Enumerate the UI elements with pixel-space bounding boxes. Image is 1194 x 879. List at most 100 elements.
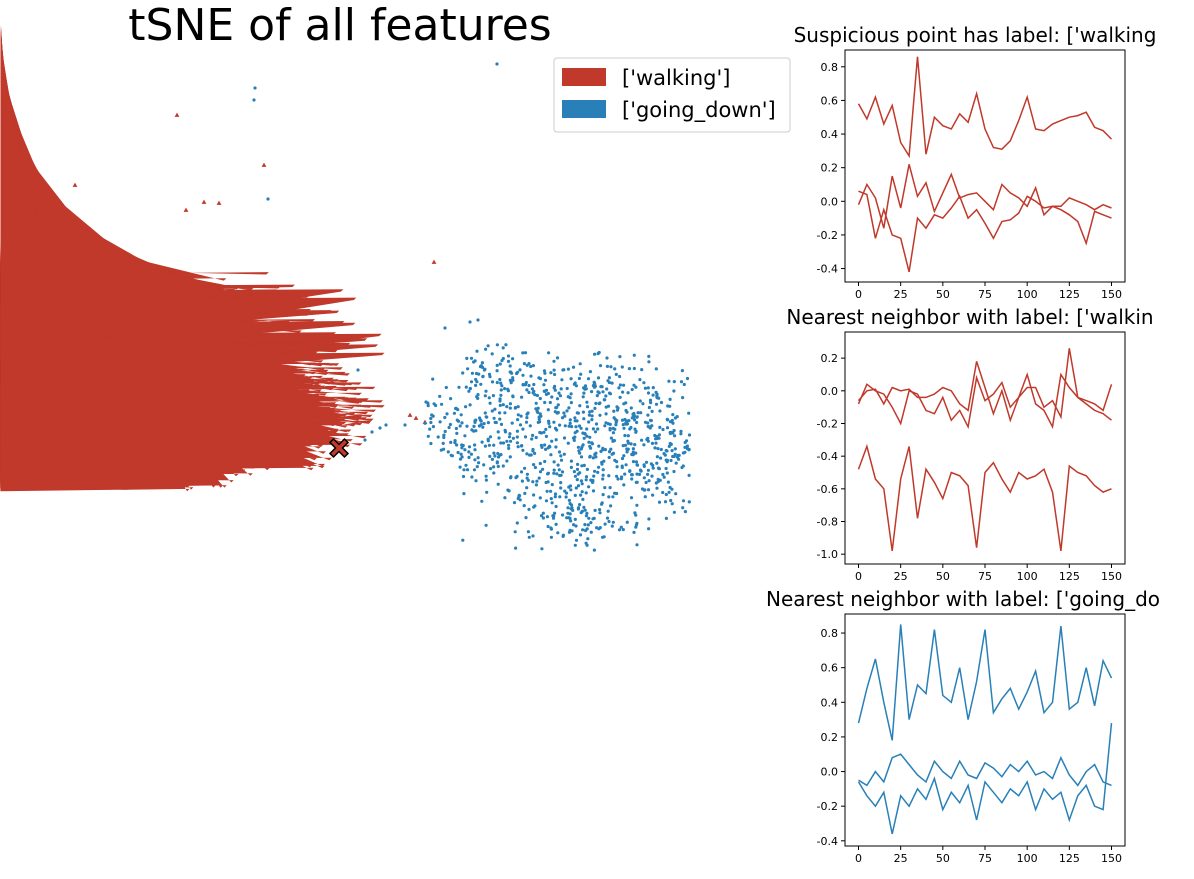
going-down-point xyxy=(571,508,575,512)
going-down-point xyxy=(621,528,625,532)
going-down-point xyxy=(552,420,556,424)
going-down-point xyxy=(642,381,646,385)
going-down-point xyxy=(591,478,595,483)
going-down-point xyxy=(574,538,579,542)
going-down-point xyxy=(679,429,683,433)
going-down-point xyxy=(655,436,659,440)
going-down-point xyxy=(611,520,615,524)
going-down-point xyxy=(647,425,651,429)
going-down-point xyxy=(554,438,558,442)
going-down-point xyxy=(473,443,477,447)
going-down-point xyxy=(498,377,502,382)
going-down-point xyxy=(465,468,470,472)
going-down-point xyxy=(655,455,660,459)
going-down-point xyxy=(583,508,587,512)
going-down-point xyxy=(673,447,677,451)
going-down-point xyxy=(495,343,499,347)
going-down-point xyxy=(618,383,623,387)
going-down-point xyxy=(564,495,568,499)
going-down-point xyxy=(458,465,462,469)
going-down-point xyxy=(646,391,651,395)
going-down-point xyxy=(504,343,508,347)
going-down-point xyxy=(586,377,591,381)
going-down-point xyxy=(430,413,434,417)
going-down-point xyxy=(635,463,640,467)
going-down-point xyxy=(462,468,466,472)
going-down-point xyxy=(569,392,573,396)
going-down-point xyxy=(677,457,681,461)
going-down-point xyxy=(467,455,471,459)
going-down-point xyxy=(670,449,674,453)
y-tick-label: -0.6 xyxy=(817,483,838,496)
going-down-point xyxy=(656,466,661,470)
going-down-point xyxy=(598,508,602,512)
going-down-point xyxy=(538,396,542,401)
going-down-point xyxy=(575,467,580,471)
going-down-point xyxy=(602,535,606,539)
going-down-point xyxy=(555,472,559,476)
going-down-point xyxy=(595,394,599,398)
going-down-point xyxy=(540,445,544,449)
going-down-point xyxy=(438,420,442,424)
x-tick-label: 25 xyxy=(894,288,908,301)
going-down-point xyxy=(516,445,520,449)
going-down-point xyxy=(589,530,593,534)
going-down-point xyxy=(567,498,572,502)
going-down-point xyxy=(486,437,490,441)
going-down-point xyxy=(547,351,551,355)
going-down-point xyxy=(503,430,508,434)
going-down-point xyxy=(618,355,622,359)
going-down-point xyxy=(679,432,683,436)
going-down-point xyxy=(567,485,571,489)
going-down-point xyxy=(511,378,515,382)
going-down-point xyxy=(680,369,685,373)
going-down-point xyxy=(454,406,458,411)
going-down-point xyxy=(495,62,499,66)
going-down-point xyxy=(585,543,589,547)
going-down-point xyxy=(636,411,640,415)
going-down-point xyxy=(584,491,588,495)
going-down-point xyxy=(482,463,486,467)
going-down-point xyxy=(477,461,481,465)
going-down-point xyxy=(577,424,582,428)
going-down-point xyxy=(505,459,509,463)
going-down-point xyxy=(429,441,433,446)
legend-label-walking: ['walking'] xyxy=(622,66,730,90)
going-down-point xyxy=(490,380,495,384)
going-down-point xyxy=(668,397,672,401)
going-down-point xyxy=(646,439,650,443)
going-down-point xyxy=(510,421,514,425)
going-down-point xyxy=(547,419,551,423)
going-down-point xyxy=(503,387,507,391)
going-down-point xyxy=(627,419,631,423)
going-down-point xyxy=(518,368,522,372)
going-down-point xyxy=(493,454,497,458)
going-down-point xyxy=(585,467,590,471)
x-tick-label: 125 xyxy=(1059,852,1080,865)
going-down-point xyxy=(535,409,539,413)
going-down-point xyxy=(356,368,360,372)
x-tick-label: 150 xyxy=(1101,570,1122,583)
going-down-point xyxy=(492,451,496,455)
legend-swatch-going-down xyxy=(562,100,606,118)
going-down-point xyxy=(472,360,476,364)
going-down-point xyxy=(459,452,463,456)
going-down-point xyxy=(619,525,623,529)
going-down-point xyxy=(561,513,565,517)
going-down-point xyxy=(588,410,592,414)
going-down-point xyxy=(515,371,519,376)
going-down-point xyxy=(523,491,527,495)
going-down-point xyxy=(620,365,624,369)
going-down-point xyxy=(607,474,611,478)
y-tick-label: -0.2 xyxy=(817,229,838,242)
going-down-point xyxy=(495,460,499,464)
going-down-point xyxy=(507,489,511,493)
going-down-point xyxy=(643,495,647,499)
going-down-point xyxy=(524,516,528,520)
going-down-point xyxy=(553,384,557,388)
going-down-point xyxy=(640,438,644,442)
y-tick-label: -0.4 xyxy=(817,263,838,276)
going-down-point xyxy=(591,456,595,460)
going-down-point xyxy=(577,449,581,453)
